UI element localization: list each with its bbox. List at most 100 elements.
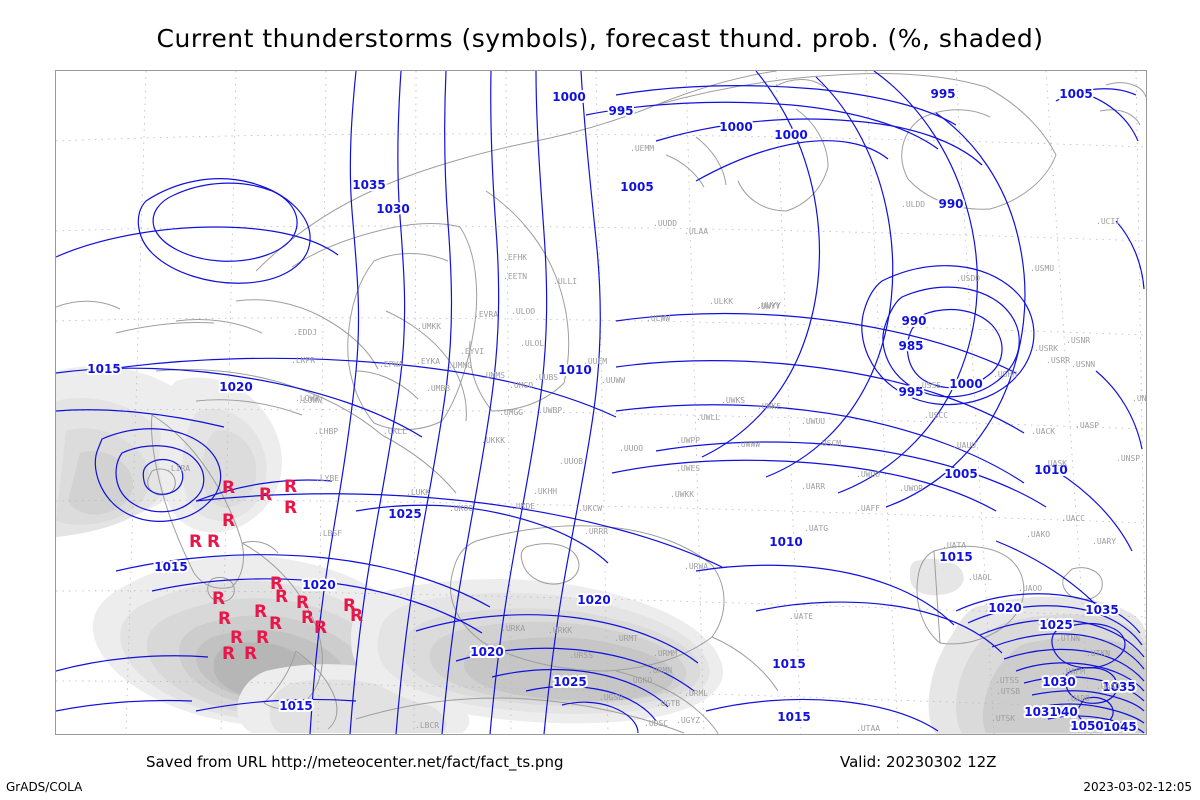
- isobar-label: 1015: [154, 560, 187, 574]
- station-label: .UKKK: [481, 436, 505, 445]
- isobar-label: 1020: [470, 645, 503, 659]
- isobar-label: 990: [901, 314, 926, 328]
- station-label: .UWPP: [676, 436, 700, 445]
- isobar-label: 1005: [944, 467, 977, 481]
- isobar-label: 1010: [769, 535, 802, 549]
- isobar-label: 995: [608, 104, 633, 118]
- station-label: .ULKK: [709, 297, 733, 306]
- station-label: .UTNN: [1056, 634, 1080, 643]
- station-label: .UACC: [1061, 514, 1085, 523]
- isobar-label: 1030: [1042, 675, 1075, 689]
- isobar-label: 1015: [772, 657, 805, 671]
- station-label: .UGTB: [656, 699, 680, 708]
- isobar-label: 1040: [1044, 705, 1077, 719]
- thunderstorm-symbol: R: [222, 644, 235, 664]
- station-label: .UWES: [676, 464, 700, 473]
- isobar-label: 1020: [219, 380, 252, 394]
- station-label: .UKOO: [449, 504, 473, 513]
- station-label: .UWKS: [721, 396, 745, 405]
- isobar-label: 1050: [1070, 719, 1103, 733]
- isobar-label: 1005: [620, 180, 653, 194]
- coastlines-and-borders: [56, 71, 1146, 734]
- station-label: .EDDJ: [293, 328, 317, 337]
- station-label: .USMU: [1030, 264, 1054, 273]
- isobar-label: 1000: [949, 377, 982, 391]
- isobar-label: 995: [898, 385, 923, 399]
- station-label: .UMMG: [448, 361, 472, 370]
- station-label: .UTSB: [996, 687, 1020, 696]
- station-label: .ULOL: [520, 339, 544, 348]
- station-label: .ULDD: [901, 200, 925, 209]
- map-canvas[interactable]: 1000 1000 995 995 1000 1000 1000 1000 995 995 1005…: [55, 70, 1147, 735]
- station-label: .UWBP: [538, 406, 562, 415]
- station-label: .UWYY: [756, 302, 780, 311]
- station-label: .USHH: [993, 370, 1017, 379]
- thunderstorm-symbol: R: [218, 609, 231, 629]
- isobar-label: 1035: [1102, 680, 1135, 694]
- station-label: .UGSB: [599, 693, 623, 702]
- isobar-label: 1015: [279, 699, 312, 713]
- isobar-label: 1010: [558, 363, 591, 377]
- isobar-label: 1025: [388, 507, 421, 521]
- isobar-label: 1020: [577, 593, 610, 607]
- saved-from-url-text: Saved from URL http://meteocenter.net/fa…: [146, 753, 564, 771]
- isobar-label: 1035: [352, 178, 385, 192]
- isobar-label: 990: [938, 197, 963, 211]
- isobar-label: 1035: [1085, 603, 1118, 617]
- isobar-label: 1015: [87, 362, 120, 376]
- station-label: .UUBS: [534, 373, 558, 382]
- station-label: .LHBP: [314, 427, 338, 436]
- station-label: .EFHK: [503, 253, 527, 262]
- thunderstorm-symbol: R: [212, 589, 225, 609]
- station-label: .UTSK: [991, 714, 1015, 723]
- page-title: Current thunderstorms (symbols), forecas…: [156, 24, 1044, 53]
- isobar-label: 1030: [376, 202, 409, 216]
- station-label: .UWKE: [757, 402, 781, 411]
- station-label: .UMMS: [481, 371, 505, 380]
- isobar-label: 1000: [552, 90, 585, 104]
- isobar-label: 1020: [988, 601, 1021, 615]
- thunderstorm-symbol: R: [207, 532, 220, 552]
- isobar-label: 1045: [1103, 720, 1136, 734]
- station-label: .UDSC: [644, 719, 668, 728]
- station-label: .UASP: [1075, 421, 1099, 430]
- station-label: .UMBB: [426, 384, 450, 393]
- isobar-label: 995: [930, 87, 955, 101]
- isobar-label: 1050: [1070, 719, 1103, 733]
- isobar-label: 1010: [1034, 463, 1067, 477]
- station-label: .LBSF: [318, 529, 342, 538]
- station-label: .UKDE: [511, 502, 535, 511]
- station-label: .UWUU: [801, 417, 825, 426]
- station-label: .UASK: [1043, 459, 1067, 468]
- station-label: .URMM: [653, 649, 677, 658]
- isobar-label: 1020: [302, 578, 335, 592]
- station-label: .UATA: [942, 541, 966, 550]
- isobar-label: 1020: [988, 601, 1021, 615]
- station-label: .UUYY: [757, 301, 781, 310]
- isobar-label: 1020: [470, 645, 503, 659]
- station-label: .EETN: [503, 272, 527, 281]
- producer-text: GrADS/COLA: [6, 780, 83, 794]
- thunderstorm-symbol: R: [269, 614, 282, 634]
- station-label: .UGKO: [628, 676, 652, 685]
- station-label: .UWOR: [899, 484, 923, 493]
- thunderstorm-symbol: R: [284, 477, 297, 497]
- station-label: .UAOO: [1018, 584, 1042, 593]
- station-label: .UTAA: [856, 724, 880, 733]
- station-label: .ULLI: [553, 277, 577, 286]
- isobar-label: 1015: [777, 710, 810, 724]
- station-label: .ULAA: [684, 227, 708, 236]
- station-label: .UEMM: [630, 144, 654, 153]
- valid-time-text: Valid: 20230302 12Z: [840, 753, 997, 771]
- station-label: .UUOO: [619, 444, 643, 453]
- thunderstorm-symbol: R: [254, 602, 267, 622]
- station-label: .UUDD: [653, 219, 677, 228]
- thunderstorm-symbol: R: [222, 511, 235, 531]
- isobar-label: 1015: [939, 550, 972, 564]
- station-label: .USNN: [1071, 360, 1095, 369]
- station-label: .UAKO: [1026, 530, 1050, 539]
- isobar-label: 1031: [1024, 705, 1057, 719]
- isobar-label: 1020: [219, 380, 252, 394]
